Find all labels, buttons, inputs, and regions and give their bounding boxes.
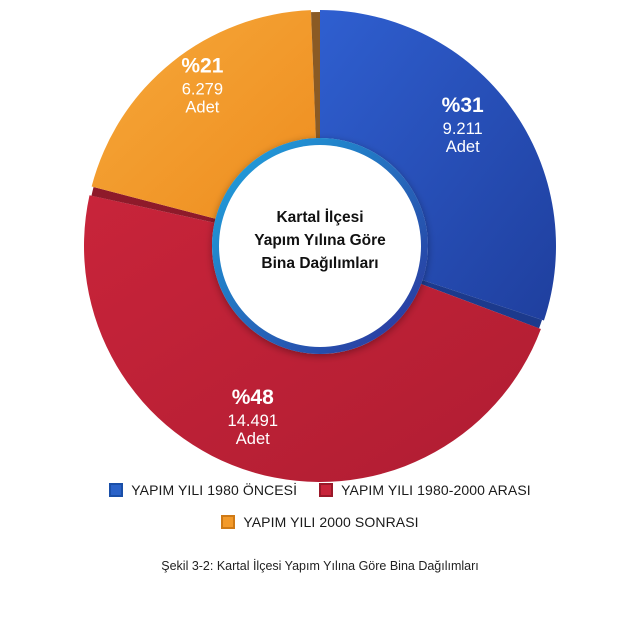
legend-item-1980-oncesi: YAPIM YILI 1980 ÖNCESİ bbox=[109, 482, 297, 498]
percent-label-1980-2000: %48 bbox=[232, 386, 274, 409]
legend-label-1980-oncesi: YAPIM YILI 1980 ÖNCESİ bbox=[131, 482, 298, 498]
value-label-2000-sonrasi: 6.279 bbox=[182, 81, 223, 99]
unit-label-2000-sonrasi: Adet bbox=[185, 99, 219, 117]
legend-swatch-blue bbox=[109, 483, 124, 497]
center-disc bbox=[219, 145, 421, 347]
legend-label-2000-sonrasi: YAPIM YILI 2000 SONRASI bbox=[243, 514, 419, 530]
legend-label-1980-2000: YAPIM YILI 1980-2000 ARASI bbox=[341, 482, 531, 498]
percent-label-1980-oncesi: %31 bbox=[442, 94, 484, 117]
slice-1980-oncesi bbox=[320, 10, 556, 321]
unit-label-1980-oncesi: Adet bbox=[446, 138, 480, 156]
center-title-line-1: Kartal İlçesi bbox=[276, 209, 363, 226]
legend-swatch-red bbox=[319, 483, 334, 497]
slice-2000-sonrasi bbox=[91, 10, 316, 219]
slices-layer bbox=[83, 10, 556, 483]
value-label-1980-2000: 14.491 bbox=[228, 412, 278, 430]
unit-label-1980-2000: Adet bbox=[236, 430, 270, 448]
center-title-line-2: Yapım Yılına Göre bbox=[254, 232, 386, 249]
slice-shade-1980-2000 bbox=[91, 186, 216, 223]
slice-shade-1980-oncesi bbox=[421, 280, 543, 329]
legend-item-1980-2000: YAPIM YILI 1980-2000 ARASI bbox=[319, 482, 531, 498]
slice-1980-2000 bbox=[83, 195, 541, 483]
center-title-line-3: Bina Dağılımları bbox=[261, 255, 378, 272]
value-label-1980-oncesi: 9.211 bbox=[443, 120, 483, 138]
legend-row-1: YAPIM YILI 1980 ÖNCESİ YAPIM YILI 1980-2… bbox=[0, 482, 640, 498]
percent-label-2000-sonrasi: %21 bbox=[181, 55, 223, 78]
center-layer: Kartal İlçesi Yapım Yılına Göre Bina Dağ… bbox=[212, 138, 428, 354]
legend-row-2: YAPIM YILI 2000 SONRASI bbox=[0, 514, 640, 530]
legend-swatch-orange bbox=[221, 515, 236, 529]
figure-caption: Şekil 3-2: Kartal İlçesi Yapım Yılına Gö… bbox=[161, 559, 479, 573]
legend-item-2000-sonrasi: YAPIM YILI 2000 SONRASI bbox=[221, 514, 419, 530]
slice-shade-2000-sonrasi bbox=[311, 12, 320, 139]
